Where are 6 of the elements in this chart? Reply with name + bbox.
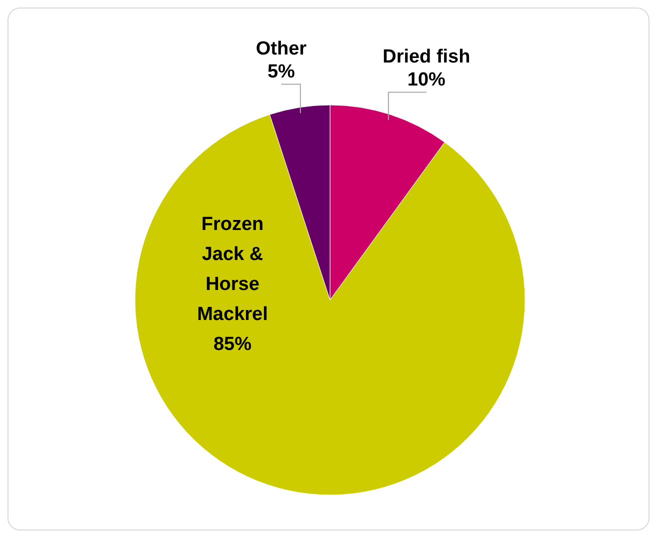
- slice-label: Dried fish: [382, 46, 470, 68]
- slice-label: Other: [256, 38, 308, 60]
- slice-label: Frozen Jack & Horse Mackrel: [197, 214, 268, 325]
- data-label: 85%: [213, 334, 252, 355]
- data-label: 10%: [407, 69, 446, 90]
- data-label: 5%: [267, 61, 296, 82]
